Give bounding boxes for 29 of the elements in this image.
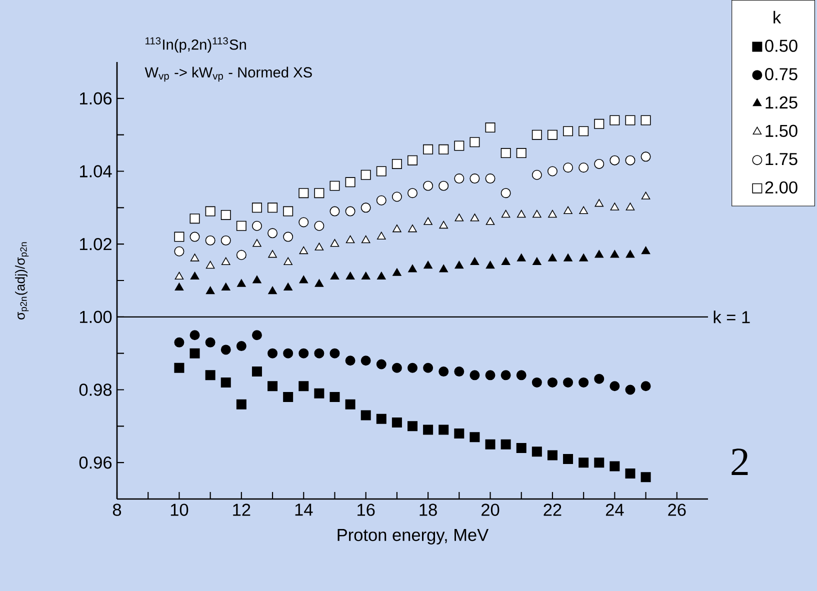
y-tick-label: 1.06 bbox=[80, 92, 112, 105]
x-tick-label: 10 bbox=[170, 504, 188, 516]
y-tick-label: 1.04 bbox=[80, 165, 112, 178]
legend-label: 2.00 bbox=[765, 181, 798, 194]
legend-label: 1.25 bbox=[766, 96, 798, 109]
legend-title: k bbox=[774, 10, 782, 24]
x-tick-label: 12 bbox=[233, 504, 250, 516]
x-tick-label: 18 bbox=[420, 504, 437, 516]
x-tick-label: 22 bbox=[544, 504, 562, 516]
x-tick-label: 16 bbox=[358, 504, 375, 516]
legend-label: 1.50 bbox=[766, 124, 798, 137]
chart-title: $^{113}$In(p,2n)$^{113}$Sn bbox=[146, 37, 246, 53]
y-tick-label: 0.98 bbox=[79, 384, 112, 396]
x-tick-label: 24 bbox=[606, 504, 624, 516]
ref-line-label: k = 1 bbox=[714, 310, 750, 324]
y-tick-label: 1.02 bbox=[80, 238, 112, 250]
x-axis-title: Proton energy, MeV bbox=[338, 529, 489, 545]
y-tick-label: 1.00 bbox=[80, 310, 112, 324]
legend-label: 1.75 bbox=[766, 153, 798, 166]
x-tick-label: 14 bbox=[295, 504, 313, 516]
y-tick-label: 0.96 bbox=[79, 456, 112, 469]
x-tick-label: 20 bbox=[482, 504, 500, 516]
x-tick-label: 8 bbox=[112, 504, 122, 516]
y-axis-title: σ$_{p2n}$(adj)/σ$_{p2n}$ bbox=[15, 242, 29, 320]
x-tick-label: 26 bbox=[668, 504, 686, 516]
text: 2 bbox=[732, 448, 748, 476]
legend-label: 0.75 bbox=[765, 68, 798, 80]
chart-subtitle: W$_{vp}$ -> kW$_{vp}$ - Normed XS bbox=[144, 66, 312, 82]
legend-label: 0.50 bbox=[765, 40, 798, 52]
